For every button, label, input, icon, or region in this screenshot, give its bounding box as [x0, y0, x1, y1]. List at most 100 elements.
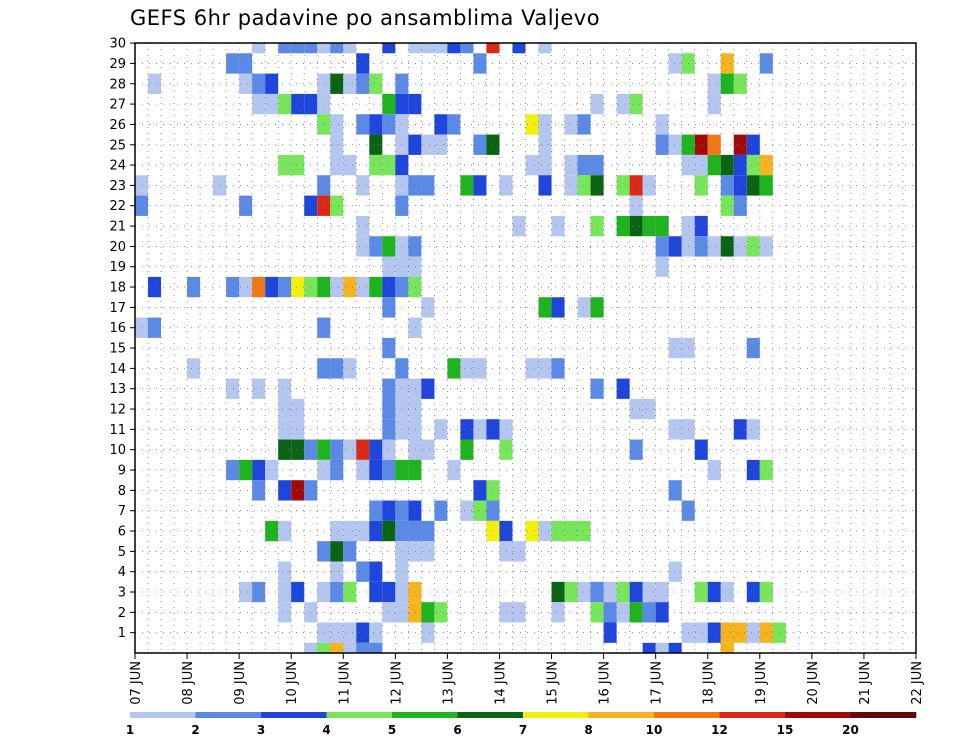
precip-cell — [551, 520, 565, 542]
precip-cell — [369, 520, 383, 542]
precip-cell — [265, 93, 279, 115]
colorbar-segment — [588, 712, 655, 718]
y-tick-label: 14 — [109, 362, 126, 377]
precip-cell — [707, 581, 721, 603]
y-tick-label: 1 — [118, 626, 126, 641]
x-tick-label: 15 JUN — [546, 661, 561, 705]
precip-cell — [343, 276, 357, 298]
x-tick-label: 10 JUN — [285, 661, 300, 705]
colorbar-segment — [195, 712, 262, 718]
precip-cell — [343, 581, 357, 603]
colorbar-segment — [523, 712, 589, 718]
precip-cell — [317, 114, 331, 135]
x-tick-label: 09 JUN — [233, 661, 248, 705]
y-tick-label: 20 — [109, 240, 126, 255]
precip-cell — [473, 358, 487, 379]
precip-cell — [421, 622, 435, 643]
precip-cell — [330, 622, 344, 643]
colorbar-segment — [719, 712, 786, 718]
precip-cell — [720, 642, 734, 653]
colorbar-label: 2 — [191, 723, 199, 737]
precip-cell — [577, 297, 591, 318]
precip-cell — [733, 175, 747, 196]
precip-cell — [720, 73, 734, 94]
y-tick-label: 25 — [109, 138, 126, 153]
precip-cell — [434, 419, 448, 440]
y-tick-label: 26 — [109, 118, 126, 133]
precip-cell — [369, 134, 383, 155]
precip-cell — [148, 73, 162, 94]
x-axis-date-labels: 07 JUN 08 JUN 09 JUN 10 JUN 11 JUN 12 JUN 13 J… — [129, 653, 925, 705]
precip-cell — [538, 154, 552, 176]
precip-cell — [278, 602, 292, 623]
precip-cell — [330, 43, 344, 54]
colorbar-label: 3 — [257, 723, 265, 737]
precip-cell — [564, 114, 578, 135]
precip-cell — [304, 43, 318, 54]
precip-cell — [382, 520, 396, 542]
precip-cell — [252, 581, 266, 603]
precip-cell — [317, 439, 331, 460]
precip-cell — [408, 602, 422, 623]
precip-cell — [746, 175, 760, 196]
precip-cell — [382, 43, 396, 54]
precip-cell — [551, 602, 565, 623]
precip-cell — [564, 154, 578, 176]
precip-cell — [330, 276, 344, 298]
precip-cell — [499, 175, 513, 196]
precip-cell — [473, 134, 487, 155]
precip-cell — [473, 53, 487, 74]
y-tick-label: 3 — [118, 586, 126, 601]
precip-cell — [317, 93, 331, 115]
precip-cell — [343, 622, 357, 643]
precip-cell — [616, 378, 630, 399]
precip-cell — [616, 602, 630, 623]
precip-cell — [356, 215, 370, 237]
precip-cell — [720, 236, 734, 257]
precip-cell — [278, 439, 292, 460]
precip-cell — [694, 215, 708, 237]
precip-cell — [629, 175, 643, 196]
precip-cell — [629, 195, 643, 216]
precip-cell — [356, 236, 370, 257]
precip-cell — [330, 581, 344, 603]
precip-cell — [317, 73, 331, 94]
precip-cell — [707, 73, 721, 94]
precip-cell — [746, 581, 760, 603]
precip-cell — [278, 398, 292, 420]
precip-cell — [707, 154, 721, 176]
precip-cell — [538, 43, 552, 54]
precip-cell — [733, 134, 747, 155]
precip-cell — [278, 276, 292, 298]
precip-cell — [291, 43, 305, 54]
precip-cell — [655, 581, 669, 603]
precip-cell — [707, 622, 721, 643]
precip-cell — [369, 459, 383, 481]
precip-cell — [564, 581, 578, 603]
precip-cell — [733, 195, 747, 216]
colorbar-segment — [457, 712, 524, 718]
precip-cell — [668, 419, 682, 440]
precip-cell — [668, 642, 682, 653]
colorbar-label: 6 — [453, 723, 461, 737]
precip-cell — [525, 154, 539, 176]
colorbar-label: 1 — [126, 723, 134, 737]
y-tick-label: 29 — [109, 57, 126, 72]
precip-cell — [408, 541, 422, 562]
precip-cell — [239, 195, 253, 216]
precip-cell — [486, 43, 500, 54]
x-tick-label: 11 JUN — [337, 661, 352, 705]
y-tick-label: 9 — [118, 464, 126, 479]
x-tick-label: 14 JUN — [493, 661, 508, 705]
precip-cell — [616, 215, 630, 237]
precip-cell — [226, 53, 240, 74]
precip-cell — [382, 114, 396, 135]
precip-cell — [733, 236, 747, 257]
colorbar-label: 15 — [777, 723, 794, 737]
x-tick-label: 17 JUN — [650, 661, 665, 705]
precip-cell — [421, 541, 435, 562]
precip-cell — [317, 642, 331, 653]
precip-cell — [707, 134, 721, 155]
precip-cell — [356, 459, 370, 481]
precip-cell — [408, 236, 422, 257]
